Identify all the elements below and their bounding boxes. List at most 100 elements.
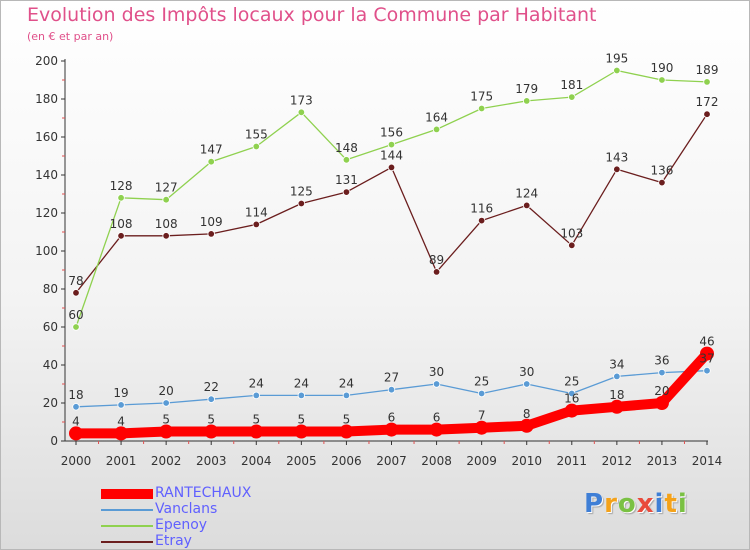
y-tick-label: 20 [43, 396, 58, 410]
data-label-epenoy: 175 [470, 90, 493, 104]
data-point-epenoy [117, 194, 125, 202]
data-point-vanclans [613, 372, 621, 381]
data-label-epenoy: 164 [425, 110, 448, 124]
data-point-vanclans [387, 386, 396, 394]
data-point-etray [477, 216, 486, 225]
data-label-vanclans: 25 [474, 375, 489, 389]
data-label-etray: 108 [155, 217, 178, 231]
data-label-rantechaux: 4 [72, 414, 80, 428]
data-point-etray [613, 165, 621, 173]
data-label-vanclans: 24 [339, 376, 354, 390]
series-points [69, 66, 714, 441]
data-label-etray: 103 [560, 226, 583, 240]
data-label-epenoy: 181 [560, 78, 583, 92]
data-label-rantechaux: 18 [609, 388, 624, 402]
legend-swatch [101, 541, 153, 543]
proxiti-logo: Proxiti [584, 489, 688, 519]
legend-label: Etray [155, 533, 192, 549]
data-label-vanclans: 18 [68, 388, 83, 402]
x-tick-label: 2003 [196, 454, 227, 468]
x-tick-label: 2014 [692, 454, 723, 468]
data-label-vanclans: 25 [564, 375, 579, 389]
data-point-vanclans [207, 395, 215, 403]
legend-swatch [101, 489, 153, 499]
data-label-etray: 114 [245, 205, 268, 219]
data-label-vanclans: 19 [113, 386, 128, 400]
data-point-etray [658, 178, 666, 187]
data-point-vanclans [72, 403, 80, 411]
data-point-etray [252, 220, 260, 229]
data-point-vanclans [162, 399, 170, 407]
data-label-etray: 116 [470, 202, 493, 216]
data-label-epenoy: 156 [380, 126, 403, 140]
data-label-epenoy: 147 [200, 143, 223, 157]
data-point-rantechaux [700, 346, 714, 361]
data-point-rantechaux [69, 426, 83, 441]
x-tick-label: 2006 [331, 454, 362, 468]
y-tick-label: 100 [35, 244, 58, 258]
y-tick-label: 200 [35, 54, 58, 68]
data-point-epenoy [162, 195, 170, 204]
data-point-etray [432, 268, 441, 276]
data-label-rantechaux: 7 [478, 409, 486, 423]
data-label-rantechaux: 6 [388, 411, 396, 425]
data-label-etray: 143 [605, 150, 628, 164]
data-point-etray [342, 188, 351, 196]
legend-label: RANTECHAUX [155, 485, 252, 501]
y-tick-label: 140 [35, 168, 58, 182]
x-tick-label: 2009 [466, 454, 497, 468]
x-tick-label: 2002 [151, 454, 182, 468]
data-label-vanclans: 24 [294, 376, 309, 390]
data-point-epenoy [477, 104, 486, 113]
data-label-etray: 131 [335, 173, 358, 187]
data-label-vanclans: 24 [249, 376, 264, 390]
data-point-vanclans [342, 391, 351, 400]
data-label-epenoy: 155 [245, 128, 268, 142]
x-tick-label: 2010 [511, 454, 542, 468]
x-tick-label: 2011 [557, 454, 588, 468]
legend-label: Epenoy [155, 517, 208, 533]
data-label-vanclans: 22 [204, 380, 219, 394]
data-label-rantechaux: 16 [564, 392, 579, 406]
data-point-vanclans [477, 389, 486, 398]
data-label-rantechaux: 20 [654, 384, 669, 398]
data-point-rantechaux [519, 418, 534, 433]
data-point-epenoy [207, 157, 215, 166]
data-label-rantechaux: 5 [343, 413, 351, 427]
data-label-vanclans: 34 [609, 357, 624, 371]
data-point-epenoy [342, 156, 351, 164]
data-label-rantechaux: 5 [252, 413, 260, 427]
data-point-rantechaux [159, 424, 174, 439]
data-label-epenoy: 179 [515, 82, 538, 96]
y-tick-label: 60 [43, 320, 58, 334]
data-label-epenoy: 127 [155, 181, 178, 195]
data-point-etray [387, 163, 396, 172]
data-point-etray [72, 289, 80, 297]
x-tick-label: 2013 [647, 454, 678, 468]
data-point-epenoy [613, 66, 621, 75]
data-point-rantechaux [564, 403, 579, 418]
data-point-vanclans [703, 367, 711, 375]
data-point-epenoy [568, 93, 576, 101]
data-label-epenoy: 195 [605, 52, 628, 66]
legend-swatch [101, 525, 153, 527]
legend-item: RANTECHAUX [101, 485, 361, 502]
data-label-etray: 136 [650, 164, 673, 178]
data-label-vanclans: 36 [654, 354, 669, 368]
data-point-rantechaux [474, 420, 489, 435]
data-point-etray [297, 199, 306, 208]
data-label-epenoy: 173 [290, 93, 313, 107]
data-point-etray [523, 201, 531, 210]
data-point-rantechaux [654, 396, 669, 410]
data-point-epenoy [297, 108, 306, 116]
data-point-vanclans [117, 401, 125, 409]
legend: RANTECHAUX Vanclans Epenoy Etray [101, 485, 361, 549]
data-point-epenoy [658, 76, 666, 84]
data-point-vanclans [252, 391, 260, 400]
series-line-epenoy [75, 69, 708, 328]
data-point-epenoy [72, 323, 80, 331]
data-point-epenoy [387, 140, 396, 149]
data-label-vanclans: 20 [159, 384, 174, 398]
